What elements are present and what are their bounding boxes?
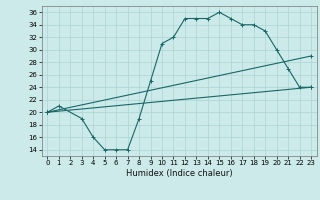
X-axis label: Humidex (Indice chaleur): Humidex (Indice chaleur) [126, 169, 233, 178]
